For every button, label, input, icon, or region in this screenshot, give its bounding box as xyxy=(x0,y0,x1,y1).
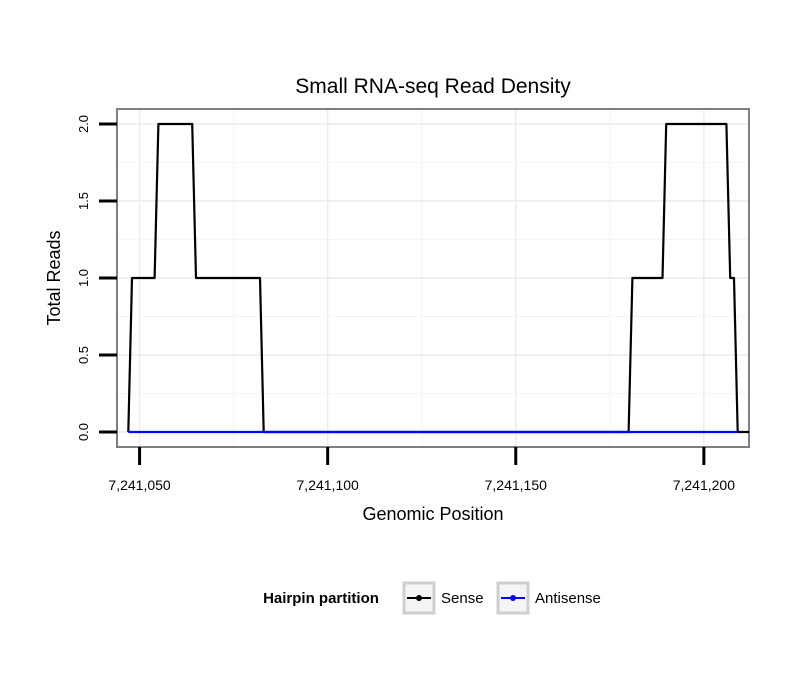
y-tick-label: 2.0 xyxy=(76,115,91,133)
legend-marker-antisense xyxy=(510,595,516,601)
y-tick-label: 1.5 xyxy=(76,192,91,210)
y-axis-label: Total Reads xyxy=(44,230,64,325)
chart-title: Small RNA-seq Read Density xyxy=(295,75,571,98)
axes: 0.0 0.5 1.0 1.5 2.0 7,241,050 7,241,100 7,241,1… xyxy=(76,115,735,493)
x-tick-label: 7,241,100 xyxy=(297,477,359,493)
legend-marker-sense xyxy=(416,595,422,601)
x-tick-label: 7,241,050 xyxy=(108,477,170,493)
y-tick-label: 0.5 xyxy=(76,346,91,364)
legend-label-sense: Sense xyxy=(441,590,484,607)
x-tick-label: 7,241,200 xyxy=(673,477,735,493)
x-tick-label: 7,241,150 xyxy=(485,477,547,493)
legend-label-antisense: Antisense xyxy=(535,590,601,607)
x-axis-label: Genomic Position xyxy=(362,504,503,524)
legend: Hairpin partition Sense Antisense xyxy=(263,581,601,615)
y-tick-label: 1.0 xyxy=(76,269,91,287)
series-lines xyxy=(127,122,749,434)
legend-key-antisense xyxy=(496,581,530,615)
legend-title: Hairpin partition xyxy=(263,590,379,607)
y-tick-label: 0.0 xyxy=(76,423,91,441)
